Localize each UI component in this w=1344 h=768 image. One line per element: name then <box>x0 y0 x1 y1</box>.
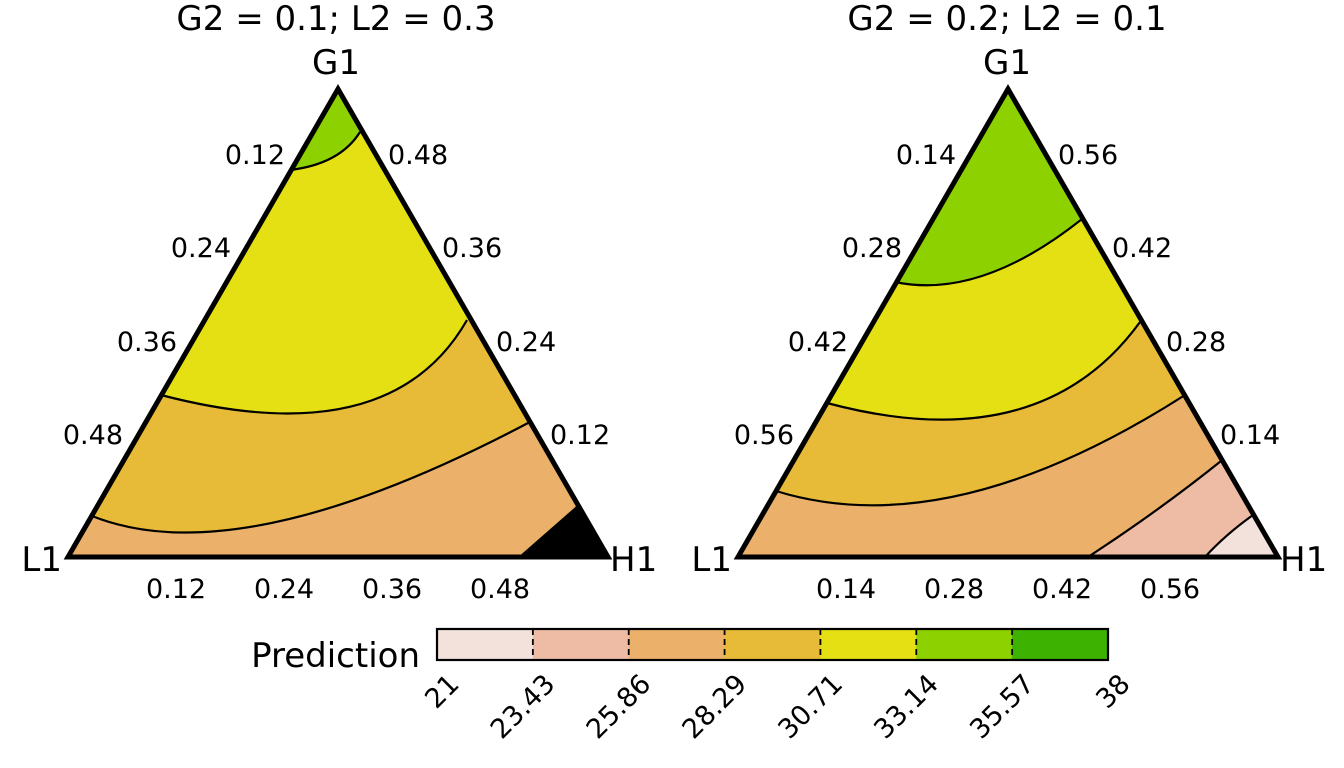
vertex-label-left: L1 <box>691 540 732 580</box>
vertex-label-top: G1 <box>312 43 360 83</box>
legend-tick-labels: 21 23.43 25.86 28.29 30.71 33.14 35.57 38 <box>419 669 1136 746</box>
left-edge-tick: 0.24 <box>171 233 231 264</box>
right-edge-tick: 0.14 <box>1220 420 1280 451</box>
vertex-label-top: G1 <box>983 43 1031 83</box>
contour-line <box>775 394 1186 507</box>
contour-regions-2 <box>738 89 1278 557</box>
left-edge-tick: 0.12 <box>225 140 285 171</box>
left-edge-tick: 0.36 <box>117 327 177 358</box>
contour-line <box>1087 460 1222 557</box>
tick-labels-2: 0.14 0.28 0.42 0.56 0.56 0.42 0.28 0.14 … <box>734 140 1280 605</box>
left-edge-tick: 0.48 <box>63 420 123 451</box>
right-edge-tick: 0.56 <box>1058 140 1118 171</box>
left-edge-tick: 0.28 <box>842 233 902 264</box>
contour-lines-2 <box>775 218 1254 557</box>
legend-tick-label: 28.29 <box>677 669 754 746</box>
vertex-label-right: H1 <box>1280 540 1327 580</box>
vertex-label-right: H1 <box>610 540 657 580</box>
legend-dividers <box>531 629 1014 660</box>
legend-color-bins <box>437 629 1109 660</box>
bottom-edge-tick: 0.12 <box>146 574 206 605</box>
panel-title: G2 = 0.1; L2 = 0.3 <box>176 0 495 39</box>
bottom-edge-tick: 0.14 <box>816 574 876 605</box>
legend-frame <box>435 627 1110 662</box>
left-edge-tick: 0.42 <box>788 327 848 358</box>
legend-bin <box>1012 629 1109 660</box>
contour-line <box>160 319 468 415</box>
color-legend: Prediction 21 23.43 25.86 28.29 30.71 33.14 35… <box>251 627 1137 746</box>
contour-line <box>826 321 1141 421</box>
legend-bin <box>628 629 726 660</box>
ternary-panel-1: G2 = 0.1; L2 = 0.3 G1 L1 H1 0.12 0.24 0.… <box>21 0 657 605</box>
bottom-edge-tick: 0.28 <box>924 574 984 605</box>
tick-labels-1: 0.12 0.24 0.36 0.48 0.48 0.36 0.24 0.12 … <box>63 140 610 605</box>
bottom-edge-tick: 0.48 <box>470 574 530 605</box>
left-edge-tick: 0.14 <box>896 140 956 171</box>
triangle-outline-1 <box>63 83 613 560</box>
contour-line <box>91 422 529 534</box>
contour-region <box>738 322 1278 506</box>
contour-line <box>1204 514 1254 557</box>
right-edge-tick: 0.48 <box>388 140 448 171</box>
legend-bin <box>437 629 534 660</box>
contour-region <box>68 320 608 533</box>
ternary-panel-2: G2 = 0.2; L2 = 0.1 G1 L1 H1 0.14 0.28 0.… <box>691 0 1327 605</box>
legend-tick-label: 35.57 <box>964 669 1041 746</box>
legend-title: Prediction <box>251 636 420 676</box>
right-edge-tick: 0.36 <box>442 233 502 264</box>
bottom-edge-tick: 0.42 <box>1032 574 1092 605</box>
right-edge-tick: 0.42 <box>1112 233 1172 264</box>
bottom-edge-tick: 0.56 <box>1140 574 1200 605</box>
legend-bin <box>916 629 1013 660</box>
contour-region <box>68 132 608 414</box>
contour-line <box>289 131 361 172</box>
panel-title: G2 = 0.2; L2 = 0.1 <box>847 0 1166 39</box>
legend-tick-label: 33.14 <box>868 669 945 746</box>
legend-bin <box>724 629 821 660</box>
legend-tick-label: 21 <box>419 669 465 715</box>
contour-line <box>894 218 1083 287</box>
triangle-outline-2 <box>733 83 1283 560</box>
vertex-label-left: L1 <box>21 540 62 580</box>
legend-tick-label: 25.86 <box>581 669 658 746</box>
legend-bin <box>820 629 917 660</box>
legend-tick-label: 23.43 <box>485 669 562 746</box>
contour-region <box>738 395 1278 557</box>
right-edge-tick: 0.24 <box>496 327 556 358</box>
legend-tick-label: 30.71 <box>772 669 849 746</box>
left-edge-tick: 0.56 <box>734 420 794 451</box>
right-edge-tick: 0.28 <box>1166 327 1226 358</box>
contour-line <box>519 506 578 557</box>
bottom-edge-tick: 0.36 <box>362 574 422 605</box>
legend-bin <box>532 629 630 660</box>
legend-tick-label: 38 <box>1090 669 1136 715</box>
bottom-edge-tick: 0.24 <box>254 574 314 605</box>
contour-lines-1 <box>91 131 578 557</box>
right-edge-tick: 0.12 <box>550 420 610 451</box>
